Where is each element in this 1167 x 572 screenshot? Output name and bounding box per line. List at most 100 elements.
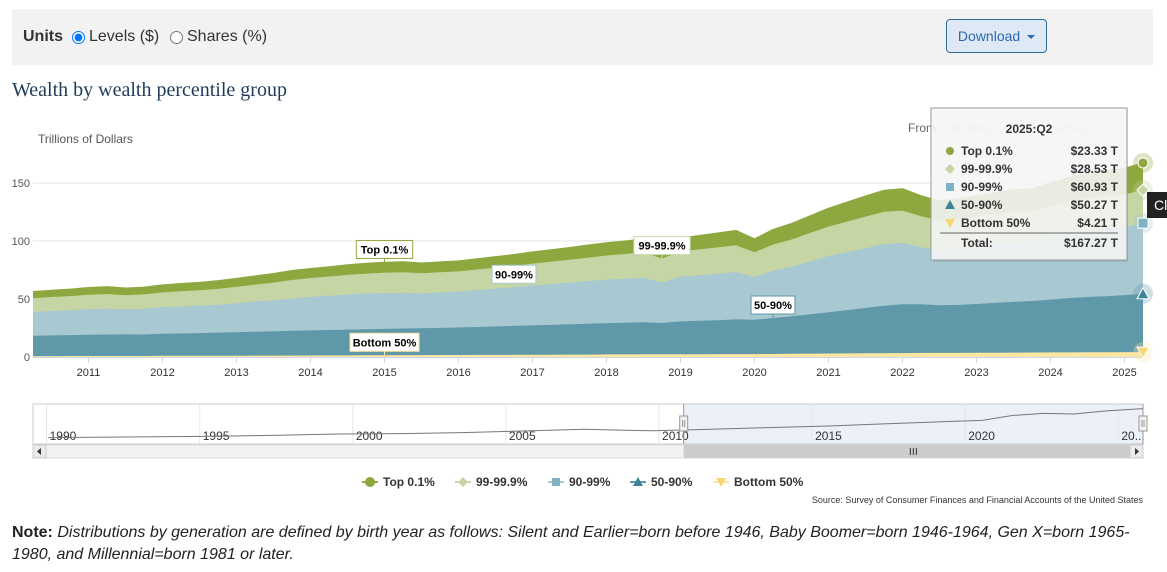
x-tick-label-2013: 2013 [224, 367, 248, 379]
navigator-tick-label-2025: 20... [1121, 429, 1144, 443]
svg-text:99-99.9%: 99-99.9% [476, 475, 528, 489]
navigator-tick-label-2005: 2005 [509, 429, 536, 443]
chevron-left-icon [37, 448, 41, 455]
navigator: 1990 1995 2000 2005 2010 2015 2020 20... [32, 403, 1148, 445]
svg-text:$60.93 T: $60.93 T [1071, 180, 1119, 194]
svg-text:Top 0.1%: Top 0.1% [361, 244, 409, 256]
svg-text:90-99%: 90-99% [495, 269, 533, 281]
svg-text:90-99%: 90-99% [961, 180, 1003, 194]
tooltip-row-90-99: 90-99% $60.93 T [946, 180, 1119, 194]
x-tick-label-2020: 2020 [742, 367, 766, 379]
tooltip-total-value: $167.27 T [1064, 236, 1119, 250]
navigator-tick-label-2000: 2000 [356, 429, 383, 443]
units-label: Units [23, 28, 63, 45]
caret-down-icon [1027, 35, 1036, 40]
svg-text:Top 0.1%: Top 0.1% [961, 144, 1013, 158]
svg-text:99-99.9%: 99-99.9% [638, 241, 685, 253]
wealth-chart: 0 50 100 150 Trillions of Dollars 2011 2012 201… [12, 107, 1167, 505]
y-tick-label-0: 0 [24, 352, 30, 364]
x-tick-label-2019: 2019 [668, 367, 692, 379]
svg-text:Bottom 50%: Bottom 50% [353, 337, 417, 349]
end-marker-50-90 [1133, 283, 1153, 304]
x-tick-label-2017: 2017 [520, 367, 544, 379]
y-tick-label-50: 50 [18, 294, 30, 306]
svg-text:99-99.9%: 99-99.9% [961, 162, 1013, 176]
navigator-series-line [48, 408, 1144, 439]
levels-radio[interactable] [72, 30, 85, 44]
svg-text:Bottom 50%: Bottom 50% [734, 475, 804, 489]
navigator-frame [32, 403, 1144, 445]
shares-option[interactable]: Shares (%) [170, 28, 267, 46]
x-tick-label-2015: 2015 [372, 367, 396, 379]
x-tick-label-2023: 2023 [964, 367, 988, 379]
svg-text:Top 0.1%: Top 0.1% [383, 475, 435, 489]
levels-option[interactable]: Levels ($) [72, 28, 159, 46]
tooltip-row-top-0-1: Top 0.1% $23.33 T [946, 144, 1119, 158]
scroll-right-button[interactable] [1129, 444, 1144, 459]
navigator-handle-left[interactable] [679, 404, 689, 444]
x-tick-label-2011: 2011 [77, 367, 101, 379]
area-50-90 [33, 293, 1143, 357]
clipped-button[interactable]: Cl [1147, 192, 1167, 218]
x-tick-label-2016: 2016 [446, 367, 470, 379]
scroll-left-button[interactable] [32, 444, 47, 459]
x-tick-label-2018: 2018 [594, 367, 618, 379]
tooltip-row-99-99-9: 99-99.9% $28.53 T [945, 162, 1119, 176]
area-90-99 [33, 223, 1143, 336]
y-tick-label-100: 100 [12, 236, 30, 248]
navigator-tick-label-2015: 2015 [815, 429, 842, 443]
navigator-tick-label-2010: 2010 [662, 429, 689, 443]
note-text: Distributions by generation are defined … [12, 524, 1130, 563]
svg-text:$50.27 T: $50.27 T [1071, 198, 1119, 212]
series-label-bottom-50: Bottom 50% [349, 332, 420, 356]
series-label-90-99: 90-99% [491, 264, 537, 288]
shares-radio[interactable] [170, 30, 183, 44]
source-credit: Source: Survey of Consumer Finances and … [812, 495, 1144, 505]
x-tick-label-2025: 2025 [1112, 367, 1136, 379]
levels-option-label: Levels ($) [89, 28, 160, 45]
svg-text:$4.21 T: $4.21 T [1077, 216, 1118, 230]
x-tick-label-2021: 2021 [816, 367, 840, 379]
legend-item-bottom-50[interactable]: Bottom 50% [713, 475, 804, 489]
y-tick-label-150: 150 [12, 178, 30, 190]
note: Note: Distributions by generation are de… [12, 522, 1157, 566]
tooltip-total-label: Total: [961, 236, 993, 250]
svg-text:50-90%: 50-90% [651, 475, 693, 489]
legend-item-50-90[interactable]: 50-90% [630, 475, 693, 489]
x-tick-label-2012: 2012 [150, 367, 174, 379]
legend-item-top-0-1[interactable]: Top 0.1% [362, 475, 435, 489]
chevron-right-icon [1135, 448, 1139, 455]
range-from-label: From [908, 121, 936, 135]
chart-title: Wealth by wealth percentile group [12, 79, 287, 101]
x-tick-label-2022: 2022 [890, 367, 914, 379]
svg-text:50-90%: 50-90% [754, 300, 792, 312]
svg-text:$23.33 T: $23.33 T [1071, 144, 1119, 158]
end-marker-top-0-1 [1133, 152, 1153, 173]
end-marker-90-99 [1133, 213, 1153, 234]
navigator-scrollbar[interactable] [32, 444, 1144, 459]
legend-item-99-99-9[interactable]: 99-99.9% [455, 475, 528, 489]
shares-option-label: Shares (%) [187, 28, 268, 45]
svg-text:50-90%: 50-90% [961, 198, 1003, 212]
tooltip-header: 2025:Q2 [1006, 122, 1053, 136]
navigator-tick-label-1990: 1990 [50, 429, 77, 443]
download-button-label: Download [957, 28, 1021, 44]
x-tick-label-2024: 2024 [1038, 367, 1062, 379]
legend-item-90-99[interactable]: 90-99% [548, 475, 611, 489]
svg-text:90-99%: 90-99% [569, 475, 611, 489]
navigator-selected-range [683, 404, 1143, 444]
tooltip-row-50-90: 50-90% $50.27 T [945, 198, 1119, 212]
download-button[interactable]: Download [946, 19, 1047, 53]
navigator-handle-right[interactable] [1138, 404, 1148, 444]
area-99-99-9 [33, 190, 1143, 312]
x-tick-label-2014: 2014 [298, 367, 322, 379]
end-marker-bottom-50 [1133, 342, 1153, 363]
note-lead: Note: [12, 524, 53, 541]
series-label-top-0-1: Top 0.1% [355, 239, 414, 263]
series-label-99-99-9: 99-99.9% [633, 236, 691, 259]
y-axis-label: Trillions of Dollars [38, 132, 133, 146]
series-label-50-90: 50-90% [750, 295, 796, 319]
svg-text:Cl: Cl [1154, 197, 1167, 213]
navigator-tick-label-2020: 2020 [968, 429, 995, 443]
